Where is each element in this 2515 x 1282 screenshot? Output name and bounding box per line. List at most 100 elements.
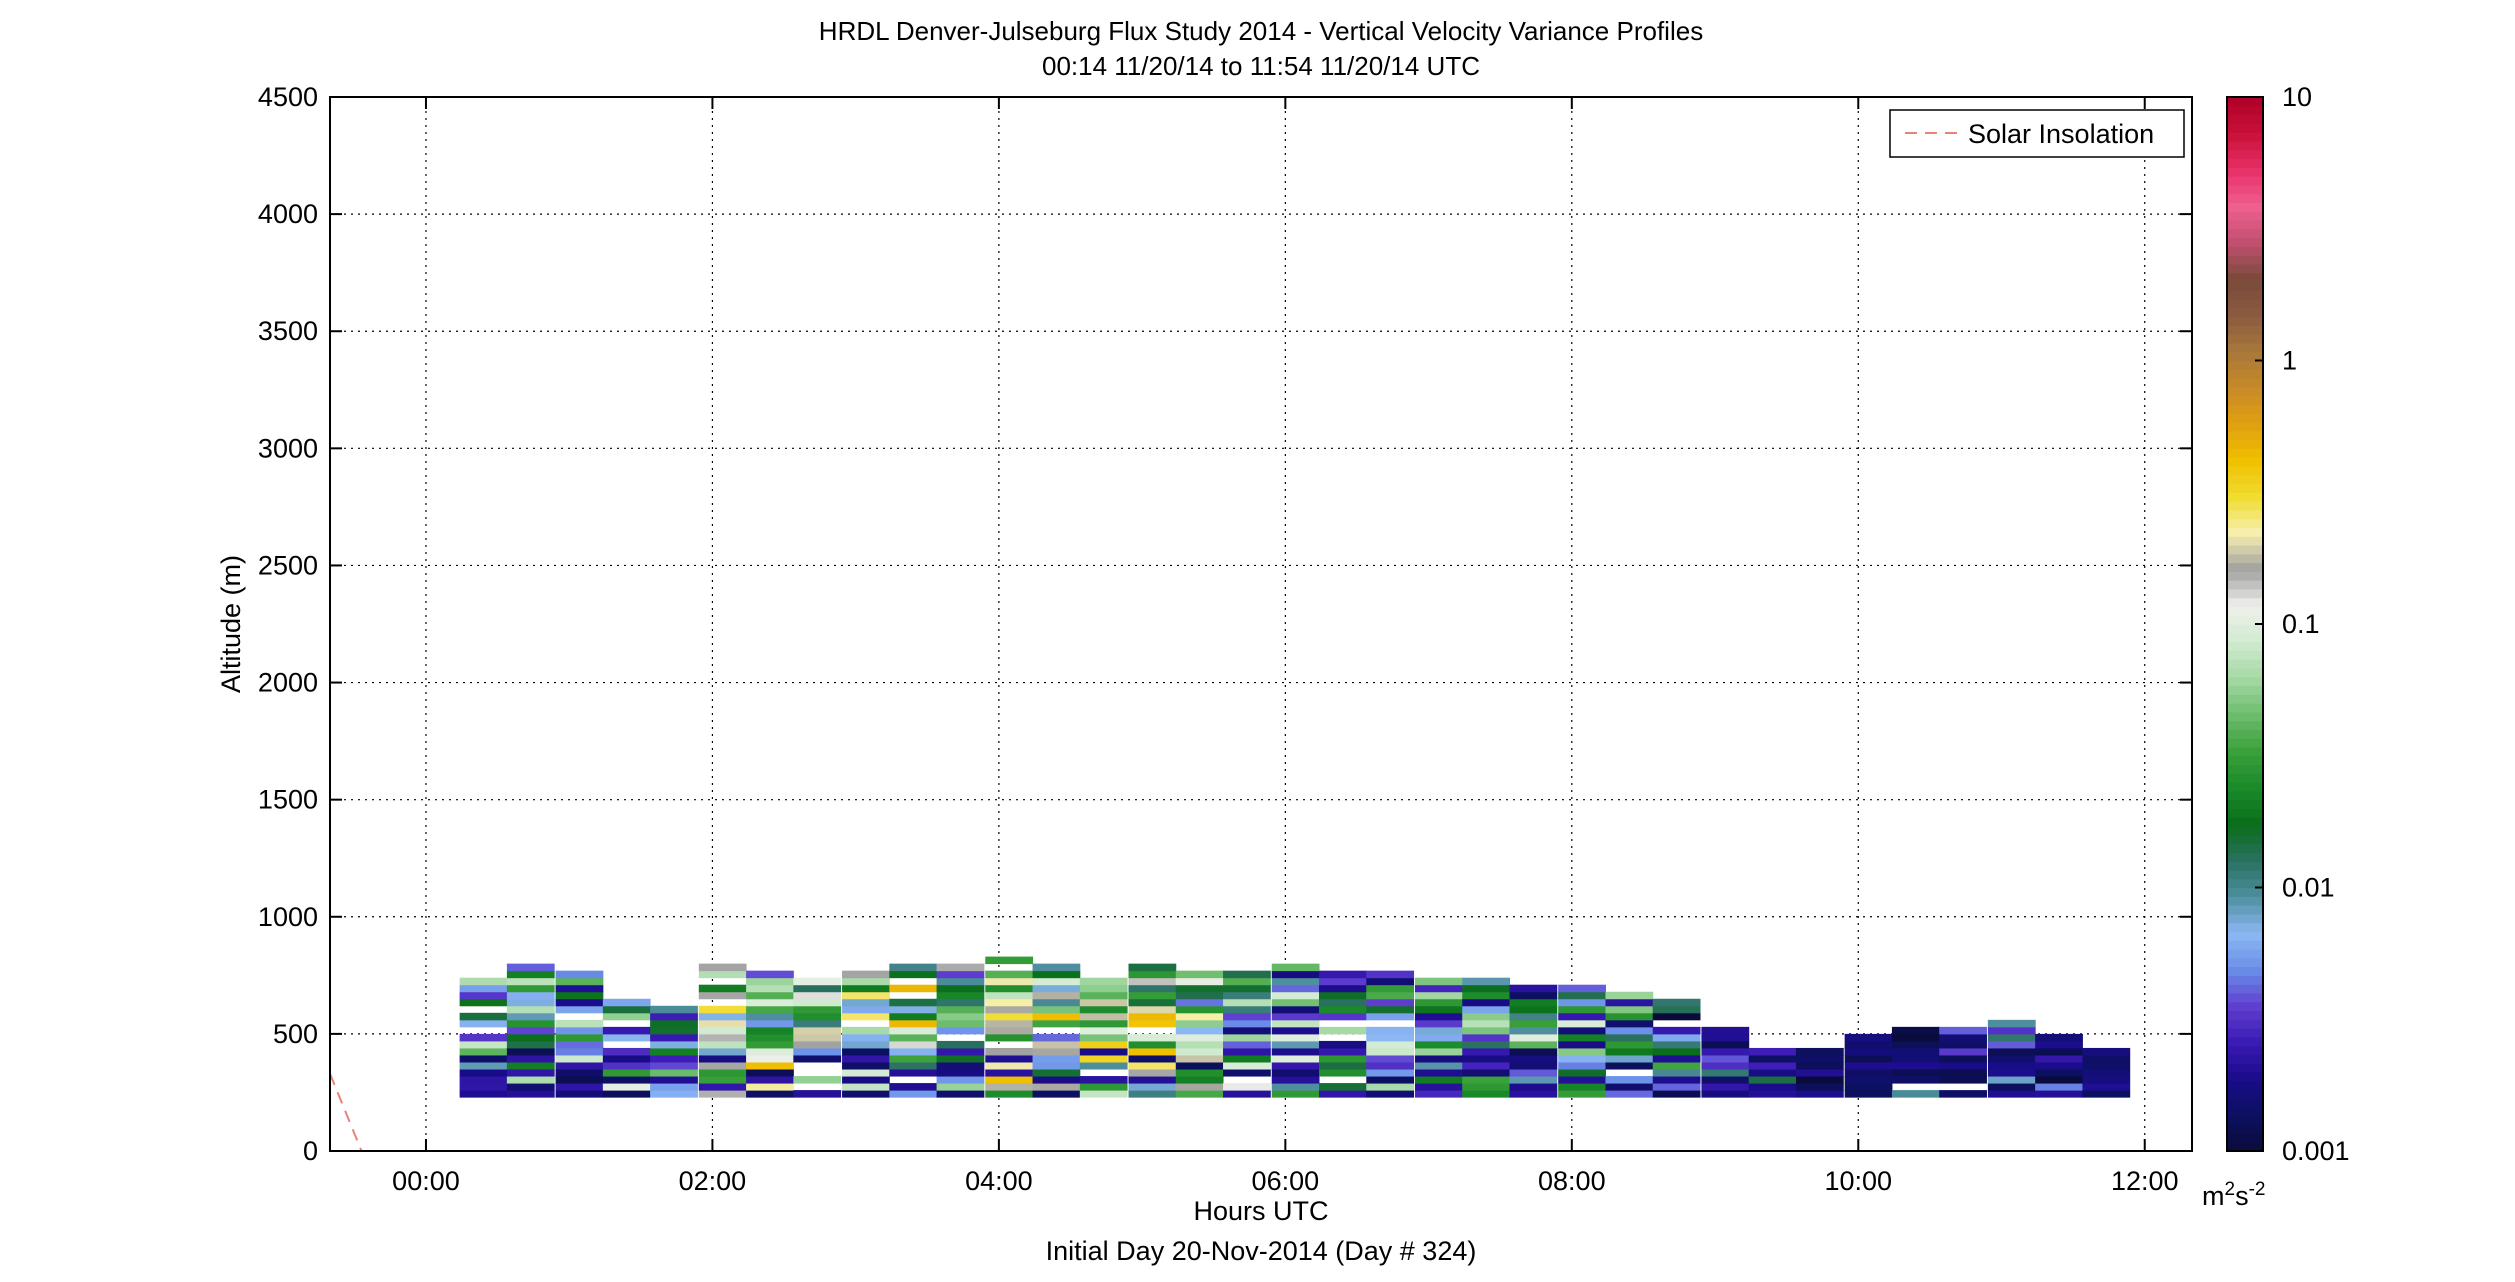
variance-cell	[1987, 1090, 2036, 1098]
variance-cell	[1987, 1083, 2036, 1091]
variance-cell	[1558, 1090, 1606, 1098]
variance-cell	[1795, 1054, 1844, 1063]
variance-cell	[1128, 963, 1177, 972]
variance-cell	[936, 977, 985, 986]
variance-cell	[1223, 991, 1271, 1000]
variance-cell	[1128, 1040, 1177, 1049]
variance-cell	[936, 1083, 985, 1091]
x-tick-label: 08:00	[1538, 1166, 1606, 1196]
colorbar-segment	[2227, 1028, 2263, 1038]
variance-cell	[1079, 1047, 1128, 1056]
variance-cell	[1414, 1061, 1463, 1070]
variance-cell	[1462, 991, 1511, 1000]
variance-cell	[506, 998, 555, 1007]
variance-cell	[1079, 1054, 1128, 1063]
variance-cell	[1558, 1069, 1606, 1077]
variance-cell	[746, 1019, 794, 1028]
variance-cell	[746, 984, 794, 993]
variance-cell	[1032, 1033, 1081, 1042]
variance-cell	[842, 1076, 890, 1084]
variance-cell	[650, 1083, 698, 1091]
variance-cell	[555, 1047, 604, 1056]
variance-cell	[936, 984, 985, 993]
variance-cell	[842, 1090, 890, 1098]
variance-cell	[746, 1069, 794, 1077]
variance-cell	[1462, 1061, 1511, 1070]
variance-cell	[1319, 1026, 1367, 1035]
variance-cell	[1509, 1019, 1558, 1028]
variance-cell	[555, 1061, 604, 1070]
variance-cell	[936, 1090, 985, 1098]
variance-cell	[1462, 1076, 1511, 1084]
variance-cell	[1175, 1026, 1224, 1035]
variance-cell	[985, 956, 1034, 965]
variance-cell	[1462, 1090, 1511, 1098]
variance-cell	[1701, 1076, 1750, 1084]
variance-cell	[842, 1012, 890, 1021]
variance-cell	[2035, 1047, 2083, 1056]
colorbar-segment	[2227, 501, 2263, 511]
variance-cell	[985, 984, 1034, 993]
variance-cell	[936, 1019, 985, 1028]
variance-cell	[698, 963, 747, 972]
variance-cell	[602, 998, 651, 1007]
variance-cell	[2035, 1061, 2083, 1070]
variance-cell	[1032, 970, 1081, 979]
variance-cell	[985, 1069, 1034, 1077]
variance-cell	[1271, 1083, 1320, 1091]
colorbar-segment	[2227, 966, 2263, 976]
variance-cell	[1175, 1076, 1224, 1084]
variance-cell	[650, 1069, 698, 1077]
variance-cell	[2082, 1047, 2131, 1056]
variance-cell	[1891, 1026, 1940, 1035]
variance-cell	[793, 1026, 842, 1035]
variance-cell	[1509, 998, 1558, 1007]
colorbar-segment	[2227, 413, 2263, 423]
variance-cell	[1271, 970, 1320, 979]
variance-cell	[650, 1076, 698, 1084]
variance-cell	[1558, 1083, 1606, 1091]
variance-cell	[1844, 1047, 1893, 1056]
variance-cell	[1319, 991, 1367, 1000]
colorbar-segment	[2227, 1054, 2263, 1064]
colorbar-segment	[2227, 1133, 2263, 1143]
legend-label-solar: Solar Insolation	[1968, 119, 2154, 149]
colorbar-segment	[2227, 97, 2263, 107]
colorbar-segment	[2227, 132, 2263, 142]
variance-cell	[889, 1047, 938, 1056]
colorbar-segment	[2227, 948, 2263, 959]
variance-cell	[1319, 1090, 1367, 1098]
variance-cell	[459, 1061, 508, 1070]
variance-cell	[1987, 1076, 2036, 1084]
colorbar-segment	[2227, 667, 2263, 678]
variance-cell	[459, 1012, 508, 1021]
colorbar-segment	[2227, 694, 2263, 704]
colorbar-segment	[2227, 1001, 2263, 1012]
variance-cell	[985, 1090, 1034, 1098]
variance-cell	[842, 1083, 890, 1091]
variance-cell	[1844, 1061, 1893, 1070]
variance-cell	[1128, 977, 1177, 986]
variance-cell	[1414, 1012, 1463, 1021]
colorbar-segment	[2227, 896, 2263, 906]
variance-cell	[555, 1033, 604, 1042]
y-tick-label: 3000	[258, 433, 318, 463]
variance-cell	[650, 1090, 698, 1098]
variance-cell	[1748, 1069, 1797, 1077]
variance-cell	[1891, 1090, 1940, 1098]
variance-cell	[650, 1019, 698, 1028]
variance-cell	[555, 984, 604, 993]
variance-cell	[842, 1033, 890, 1042]
variance-cell	[1939, 1026, 1987, 1035]
variance-cell	[1366, 1026, 1415, 1035]
colorbar-segment	[2227, 202, 2263, 212]
colorbar-segment	[2227, 140, 2263, 151]
variance-cell	[506, 977, 555, 986]
variance-cell	[1701, 1054, 1750, 1063]
variance-cell	[1987, 1019, 2036, 1028]
variance-cell	[1939, 1090, 1987, 1098]
variance-cell	[555, 1019, 604, 1028]
variance-cell	[1032, 998, 1081, 1007]
variance-cell	[1271, 1047, 1320, 1056]
variance-cell	[1079, 1033, 1128, 1042]
